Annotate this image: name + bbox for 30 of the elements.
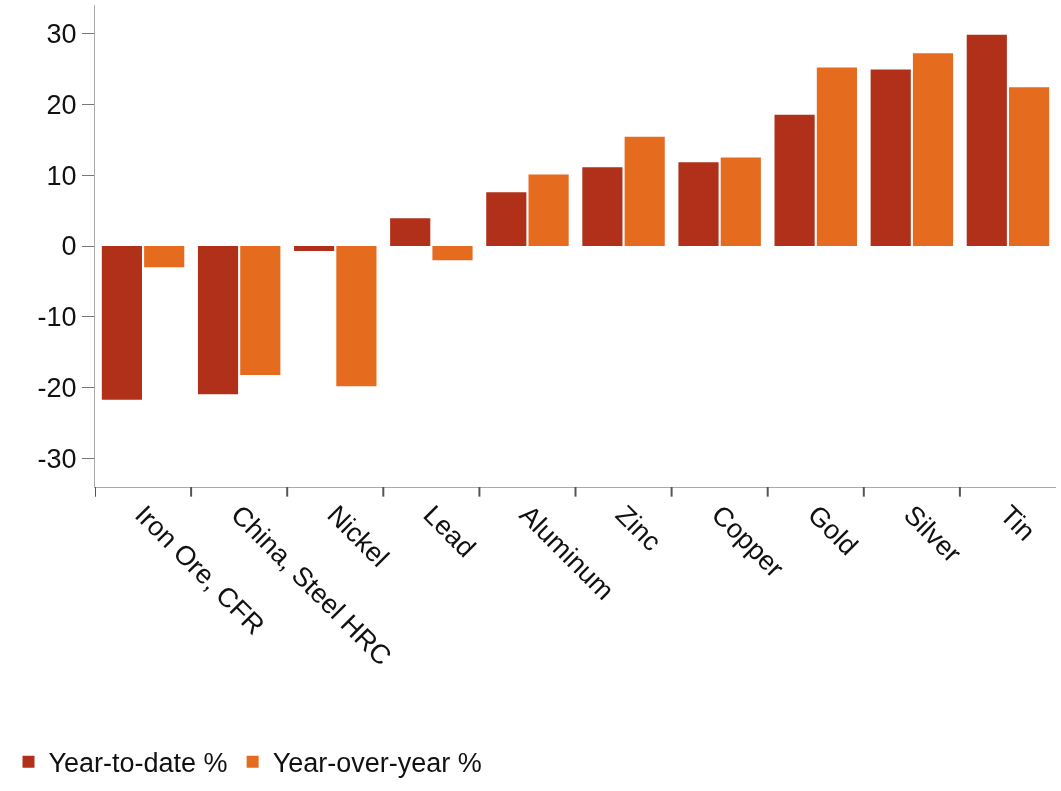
y-tick-label: -10	[37, 302, 77, 333]
bar	[528, 174, 569, 246]
bar	[582, 167, 623, 246]
x-tick-label: Tin	[994, 499, 1042, 547]
y-tick-label: 10	[46, 160, 77, 191]
bar	[294, 246, 335, 251]
bar	[144, 246, 185, 268]
bar	[870, 69, 911, 246]
bar	[678, 162, 719, 246]
bar	[912, 53, 954, 246]
legend-label: Year-to-date %	[48, 748, 228, 779]
y-tick-label: 30	[46, 18, 77, 49]
y-tick-label: 0	[61, 231, 77, 262]
bar	[486, 192, 527, 246]
bar	[336, 246, 377, 387]
y-tick-label: -20	[37, 373, 77, 404]
y-tick-label: 20	[46, 89, 77, 120]
y-tick-label: -30	[37, 444, 77, 475]
bar	[1009, 87, 1050, 246]
bar	[624, 136, 665, 246]
bar	[197, 246, 239, 395]
bar	[240, 246, 281, 376]
legend-label: Year-over-year %	[272, 748, 482, 779]
bar	[816, 67, 857, 246]
bar	[966, 34, 1007, 246]
bar	[390, 218, 431, 246]
bar	[774, 114, 815, 246]
bar	[101, 246, 142, 400]
bar	[432, 246, 473, 261]
bar	[720, 157, 761, 246]
